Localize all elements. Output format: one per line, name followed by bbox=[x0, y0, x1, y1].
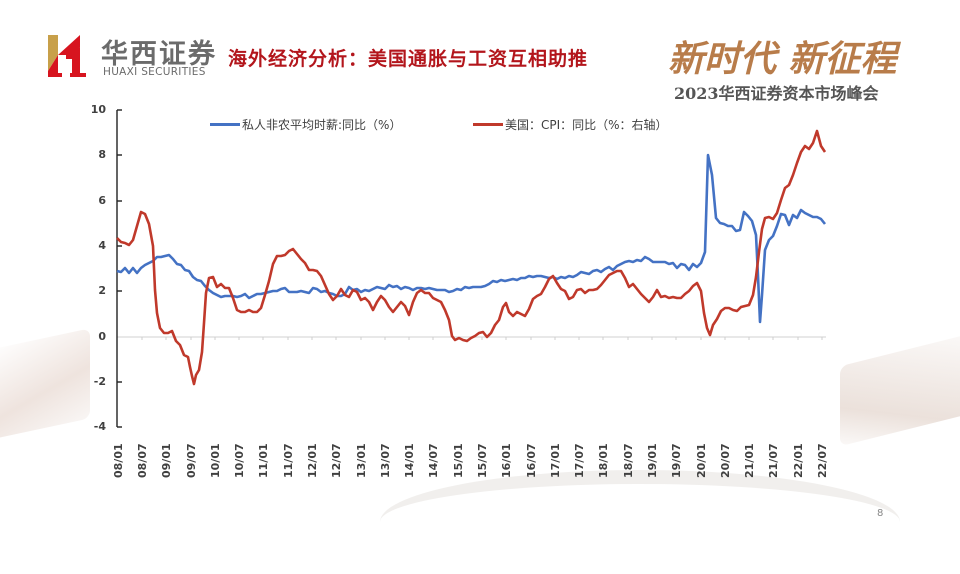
x-tick-label: 20/07 bbox=[719, 443, 732, 478]
page-number: 8 bbox=[877, 508, 884, 519]
x-axis-minor-ticks bbox=[141, 337, 823, 340]
series-line-wage bbox=[116, 153, 827, 324]
x-tick-label: 11/07 bbox=[282, 443, 295, 478]
huaxi-logo-icon bbox=[48, 35, 86, 77]
y-axis bbox=[116, 109, 122, 428]
legend-label-cpi: 美国：CPI：同比（%：右轴） bbox=[505, 118, 668, 132]
x-tick-label: 18/07 bbox=[622, 443, 635, 478]
x-tick-label: 09/01 bbox=[160, 443, 173, 478]
legend-item-cpi: 美国：CPI：同比（%：右轴） bbox=[473, 116, 668, 133]
x-tick-label: 16/07 bbox=[525, 443, 538, 478]
x-tick-label: 21/01 bbox=[743, 443, 756, 478]
brand-name-cn: 华西证券 bbox=[101, 39, 217, 70]
x-tick-label: 14/01 bbox=[403, 443, 416, 478]
x-tick-label: 11/01 bbox=[257, 443, 270, 478]
x-tick-label: 10/01 bbox=[209, 443, 222, 478]
x-tick-label: 09/07 bbox=[185, 443, 198, 478]
y-tick-label: 2 bbox=[98, 284, 106, 297]
x-tick-label: 17/07 bbox=[573, 443, 586, 478]
x-tick-label: 21/07 bbox=[767, 443, 780, 478]
legend-swatch-blue bbox=[210, 123, 240, 126]
legend-item-wage: 私人非农平均时薪:同比（%） bbox=[210, 116, 401, 133]
x-tick-label: 12/01 bbox=[306, 443, 319, 478]
x-tick-label: 12/07 bbox=[330, 443, 343, 478]
x-tick-label: 18/01 bbox=[597, 443, 610, 478]
y-tick-label: -4 bbox=[93, 420, 106, 433]
y-tick-label: -2 bbox=[93, 375, 106, 388]
x-tick-label: 22/01 bbox=[792, 443, 805, 478]
y-tick-label: 0 bbox=[98, 330, 106, 343]
x-tick-label: 08/07 bbox=[136, 443, 149, 478]
legend-label-wage: 私人非农平均时薪:同比（%） bbox=[242, 118, 402, 132]
series-line-cpi bbox=[116, 129, 827, 386]
y-tick-label: 4 bbox=[98, 239, 106, 252]
x-tick-label: 19/01 bbox=[646, 443, 659, 478]
y-tick-label: 6 bbox=[98, 194, 106, 207]
y-tick-label: 10 bbox=[90, 103, 106, 116]
x-tick-label: 17/01 bbox=[549, 443, 562, 478]
x-tick-label: 15/07 bbox=[476, 443, 489, 478]
brand-name-en: HUAXI SECURITIES bbox=[103, 66, 206, 78]
slide-title: 海外经济分析：美国通胀与工资互相助推 bbox=[228, 48, 589, 70]
x-tick-label: 10/07 bbox=[233, 443, 246, 478]
x-tick-label: 15/01 bbox=[452, 443, 465, 478]
event-slogan: 新时代 新征程 bbox=[668, 38, 897, 80]
x-tick-label: 13/01 bbox=[355, 443, 368, 478]
legend-swatch-red bbox=[473, 123, 503, 126]
y-tick-label: 8 bbox=[98, 148, 106, 161]
x-tick-label: 19/07 bbox=[670, 443, 683, 478]
x-tick-label: 16/01 bbox=[500, 443, 513, 478]
x-tick-label: 08/01 bbox=[112, 443, 125, 478]
event-name: 2023华西证券资本市场峰会 bbox=[674, 84, 879, 103]
line-chart bbox=[116, 109, 827, 428]
x-tick-label: 14/07 bbox=[427, 443, 440, 478]
x-tick-label: 20/01 bbox=[695, 443, 708, 478]
x-tick-label: 22/07 bbox=[816, 443, 829, 478]
x-tick-label: 13/07 bbox=[379, 443, 392, 478]
